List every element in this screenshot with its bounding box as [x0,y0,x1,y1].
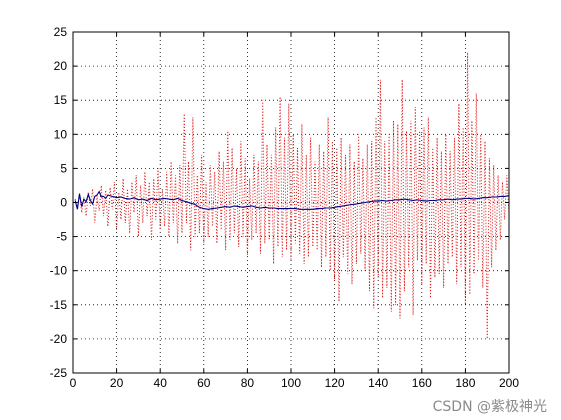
x-tick-label: 80 [241,376,255,390]
x-tick-label: 180 [455,376,475,390]
x-tick-label: 120 [325,376,345,390]
watermark-text: CSDN @紫极神光 [432,399,547,415]
y-tick-labels: -25 -20 -15 -10 -5 0 5 10 15 20 25 [50,25,68,380]
x-tick-label: 20 [110,376,124,390]
grid-lines [73,32,509,373]
y-tick-label: -10 [50,264,68,278]
y-tick-label: 15 [54,93,68,107]
y-tick-label: 25 [54,25,68,39]
x-tick-label: 160 [412,376,432,390]
y-tick-label: 0 [60,196,67,210]
y-tick-label: 10 [54,127,68,141]
x-tick-labels: 0 20 40 60 80 100 120 140 160 180 200 [70,376,520,390]
y-tick-label: -25 [50,366,68,380]
x-tick-label: 100 [281,376,301,390]
x-tick-label: 140 [368,376,388,390]
tick-marks [72,31,510,374]
y-tick-label: 5 [60,161,67,175]
y-tick-label: -15 [50,298,68,312]
y-tick-label: -20 [50,332,68,346]
y-tick-label: -5 [56,230,67,244]
plot-frame [72,31,510,374]
series-red-dotted-line [74,52,510,339]
x-tick-label: 200 [499,376,519,390]
y-tick-label: 20 [54,59,68,73]
series-blue-solid-line [74,190,510,210]
x-tick-label: 0 [70,376,77,390]
series-layer [74,52,510,339]
x-tick-label: 40 [154,376,168,390]
x-tick-label: 60 [197,376,211,390]
